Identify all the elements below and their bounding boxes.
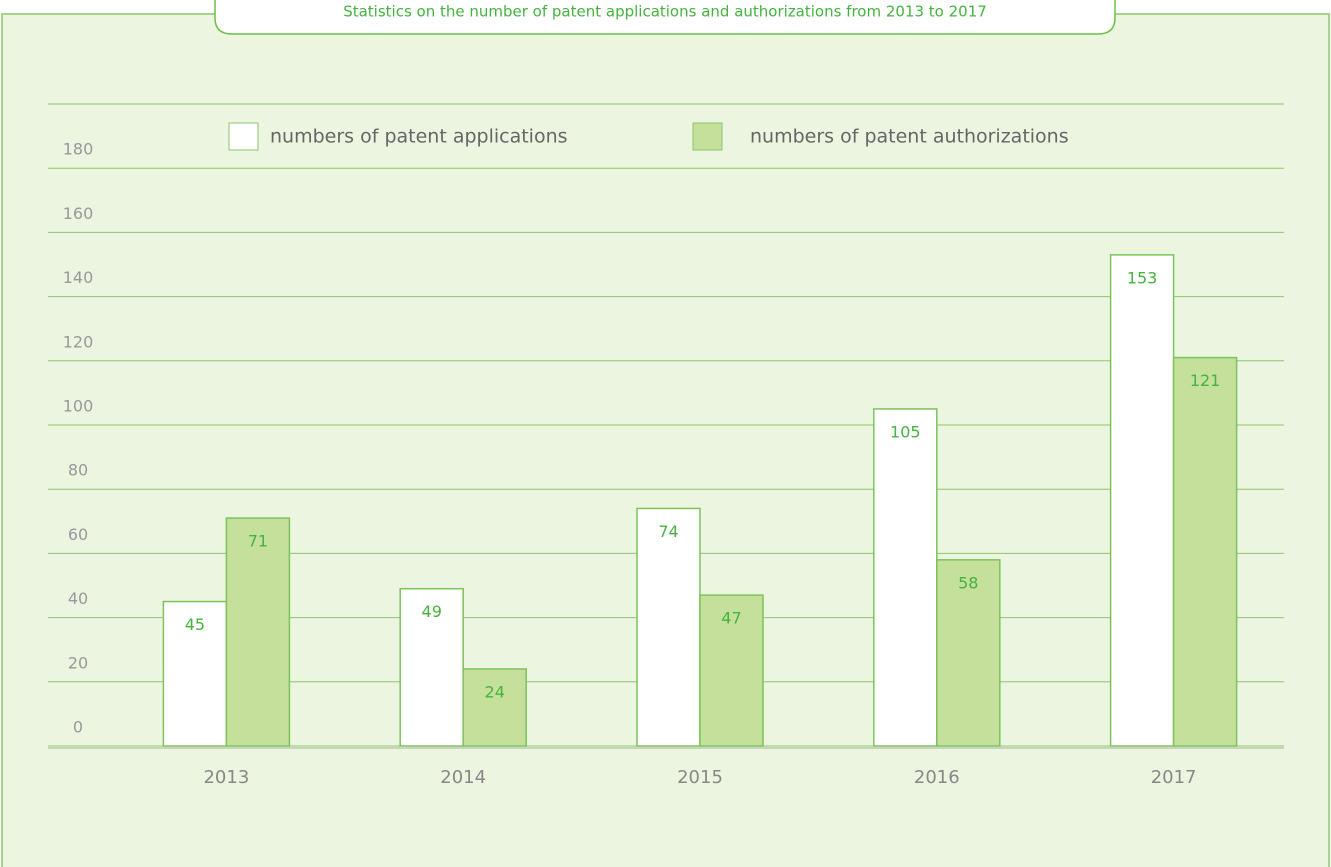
y-tick-label: 140	[63, 268, 94, 287]
bar	[399, 587, 464, 747]
value-label: 47	[721, 609, 741, 628]
bar	[636, 507, 701, 747]
chart-title: Statistics on the number of patent appli…	[343, 3, 987, 21]
bar	[1109, 254, 1175, 747]
y-tick-label: 0	[73, 718, 83, 737]
legend-label: numbers of patent authorizations	[750, 126, 1069, 148]
legend-swatch	[692, 122, 723, 151]
y-tick-label: 100	[63, 397, 94, 416]
value-label: 74	[658, 522, 678, 541]
bar	[162, 600, 228, 747]
value-label: 45	[185, 615, 205, 634]
y-tick-label: 180	[63, 140, 94, 159]
y-tick-label: 40	[68, 589, 88, 608]
value-label: 121	[1190, 371, 1221, 390]
title-tab	[214, 0, 1116, 35]
x-tick-label: 2017	[1151, 767, 1197, 788]
value-label: 49	[422, 602, 442, 621]
y-tick-label: 60	[68, 525, 88, 544]
bar	[936, 559, 1001, 747]
x-tick-label: 2015	[677, 767, 723, 788]
y-tick-label: 80	[68, 461, 88, 480]
value-label: 24	[485, 682, 505, 701]
x-tick-label: 2016	[914, 767, 960, 788]
x-tick-label: 2014	[440, 767, 486, 788]
bar	[225, 517, 291, 747]
value-label: 153	[1127, 268, 1158, 287]
value-label: 105	[890, 422, 921, 441]
legend-swatch	[228, 122, 259, 151]
y-tick-label: 160	[63, 204, 94, 223]
legend-label: numbers of patent applications	[270, 126, 568, 148]
bar	[1172, 356, 1238, 747]
y-tick-label: 120	[63, 332, 94, 351]
value-label: 58	[958, 573, 978, 592]
bar	[699, 594, 764, 747]
y-tick-label: 20	[68, 653, 88, 672]
x-tick-label: 2013	[203, 767, 249, 788]
value-label: 71	[248, 532, 268, 551]
bar	[873, 408, 938, 747]
bar	[462, 668, 527, 747]
